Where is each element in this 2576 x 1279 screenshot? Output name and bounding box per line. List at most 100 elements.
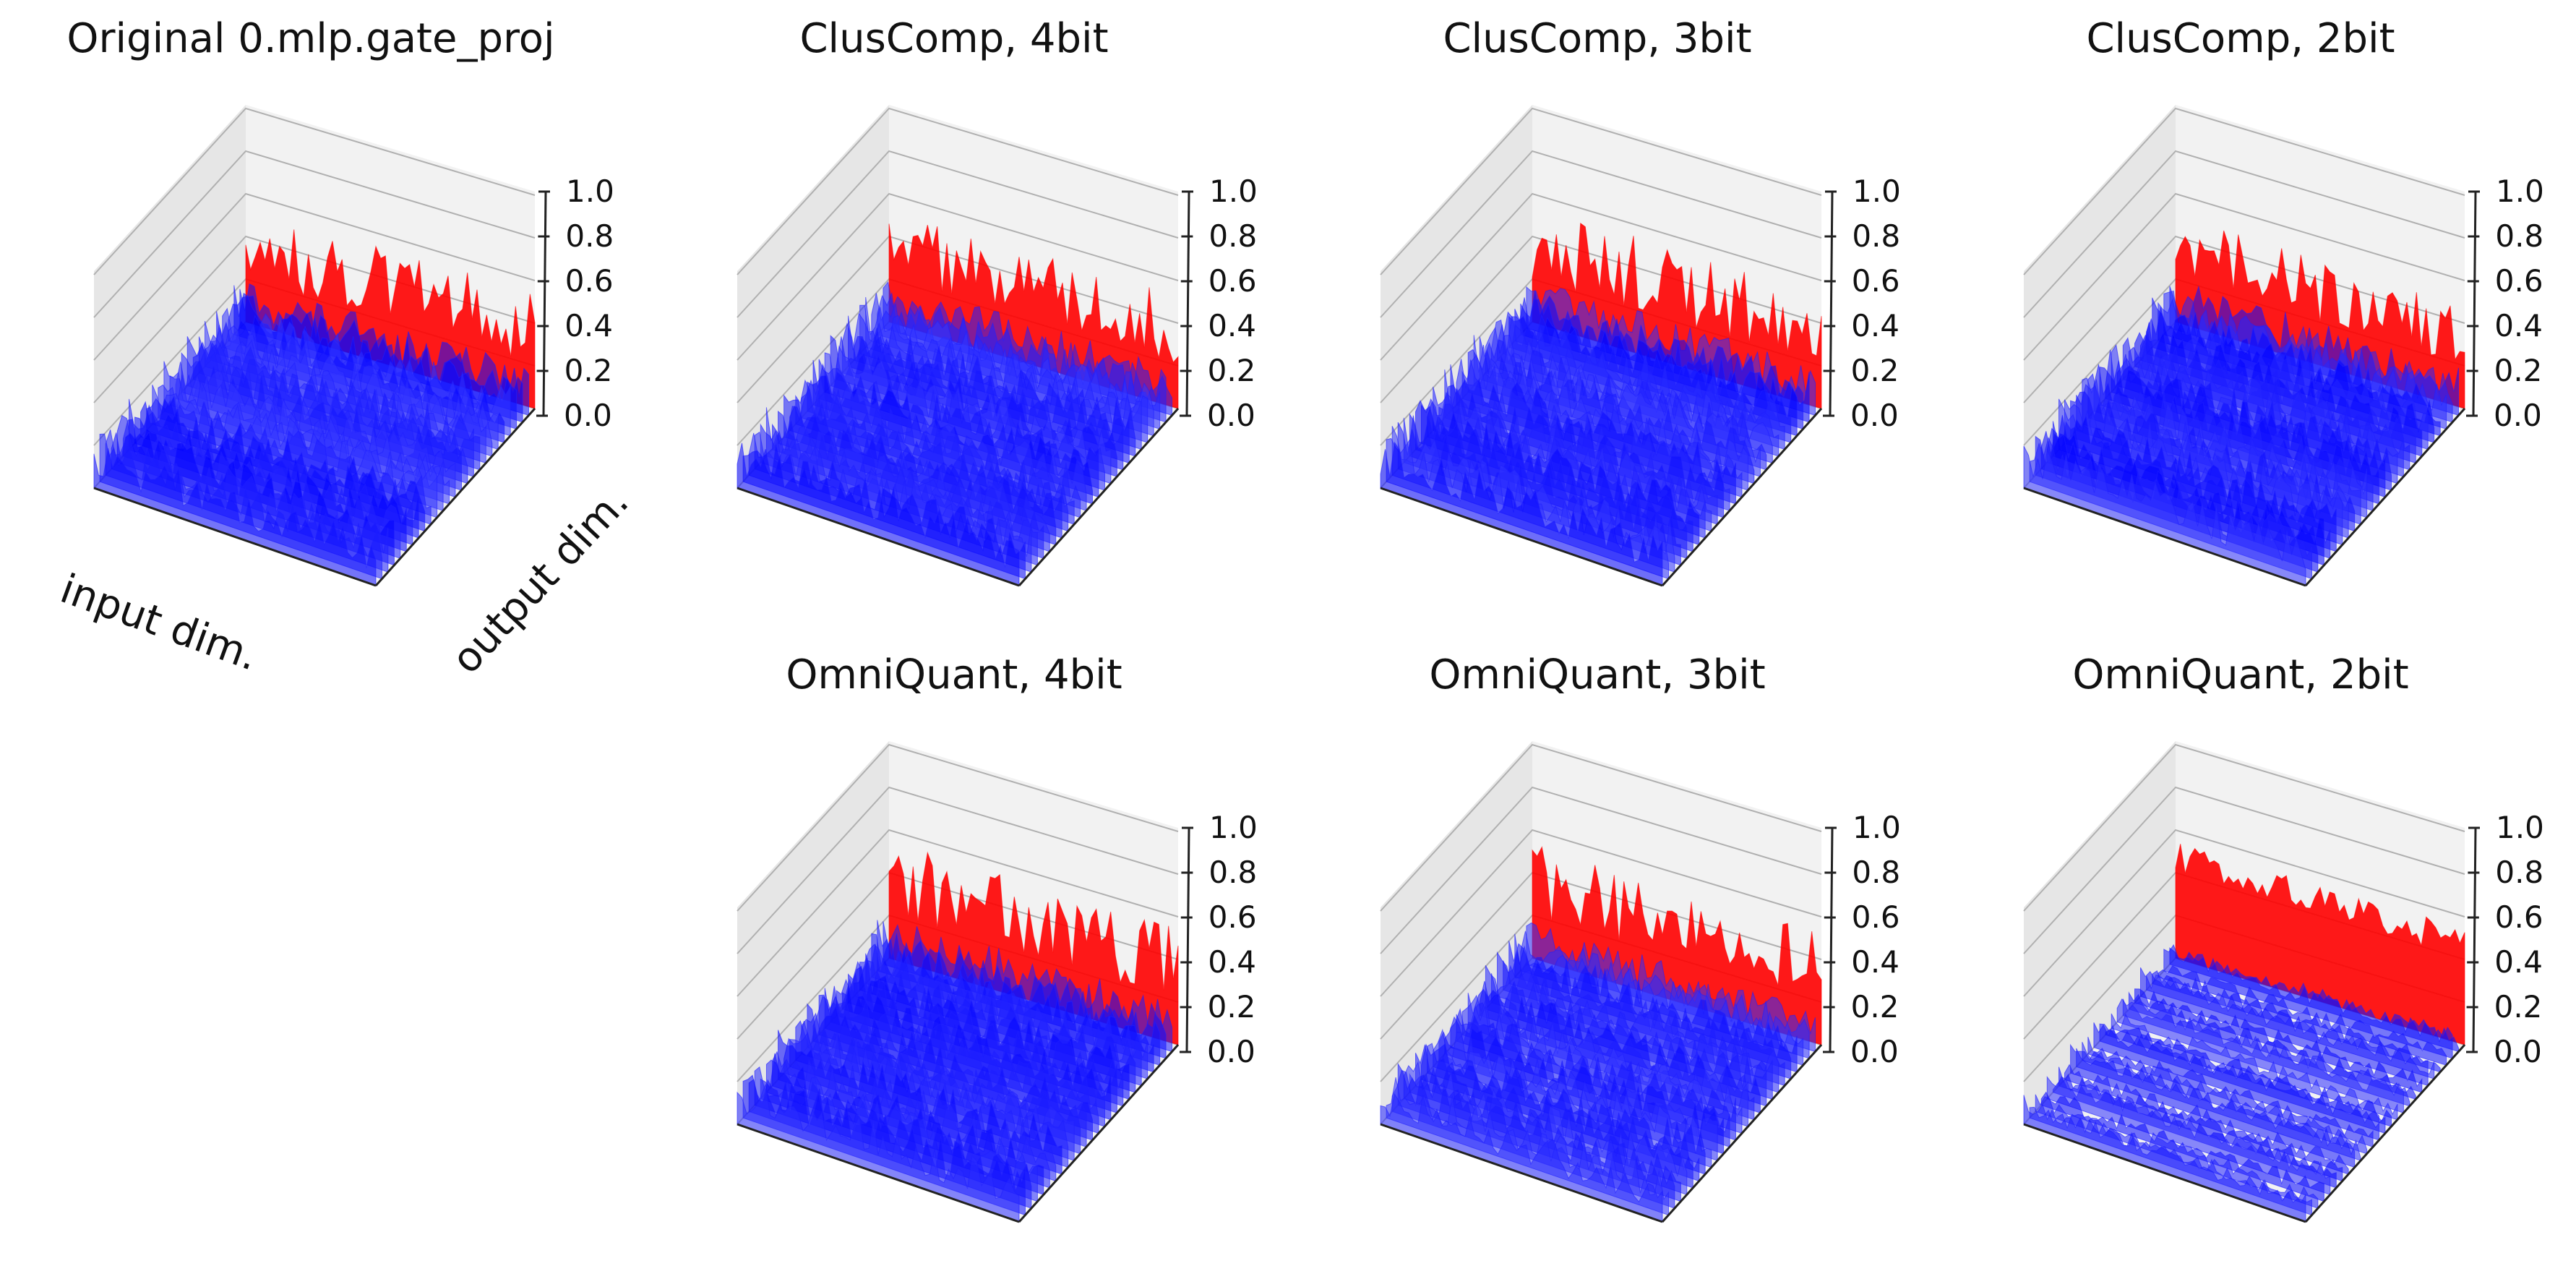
z-tick-label: 0.8 [1208, 218, 1257, 254]
subplot-2: 0.0 0.2 0.4 0.6 0.8 1.0 ClusComp, 4bit [737, 15, 1258, 587]
gridline [1380, 107, 1822, 275]
z-tick-label: 0.2 [564, 353, 613, 388]
surface-row [2093, 1022, 2379, 1141]
z-tick-label: 0.0 [1850, 1034, 1899, 1069]
gridline [2023, 786, 2465, 954]
z-tick-label: 0.8 [565, 218, 614, 254]
surface-row [1380, 441, 1663, 586]
gridline [737, 107, 1179, 275]
z-tick-label: 0.0 [2494, 398, 2542, 433]
z-tick-label: 0.8 [1208, 855, 1257, 890]
x-axis-line [1380, 1123, 1663, 1223]
subplot-title: OmniQuant, 3bit [1429, 651, 1765, 698]
z-tick-label: 0.0 [1207, 398, 1255, 433]
z-tick-label: 0.2 [2494, 989, 2543, 1025]
subplot-4: 0.0 0.2 0.4 0.6 0.8 1.0 ClusComp, 2bit [2023, 15, 2544, 587]
surface-row [737, 442, 1020, 586]
surface-row [1380, 1092, 1663, 1223]
z-tick-label: 0.6 [1208, 899, 1257, 935]
z-tick-label: 0.2 [1851, 353, 1899, 388]
z-tick-label: 0.0 [2494, 1034, 2542, 1069]
y-axis-line [1018, 407, 1180, 587]
subplot-1: 0.0 0.2 0.4 0.6 0.8 1.0 Original 0.mlp.gate_pr… [54, 15, 637, 683]
z-tick-label: 1.0 [2496, 810, 2544, 845]
z-tick-label: 0.4 [1208, 944, 1256, 980]
gridline [1380, 192, 1822, 361]
gridline [93, 192, 536, 361]
subplot-5: 0.0 0.2 0.4 0.6 0.8 1.0 OmniQuant, 4bit [737, 651, 1258, 1223]
gridline [2023, 192, 2465, 361]
z-tick-label: 1.0 [1209, 174, 1258, 209]
gridline [2023, 829, 2465, 997]
gridline [93, 235, 536, 403]
subplot-6: 0.0 0.2 0.4 0.6 0.8 1.0 OmniQuant, 3bit [1380, 651, 1901, 1223]
subplot-title: ClusComp, 3bit [1443, 15, 1751, 62]
z-tick-label: 1.0 [1209, 810, 1258, 845]
surface [2023, 230, 2465, 586]
z-tick-label: 0.4 [1208, 308, 1256, 343]
z-axis-line [2472, 827, 2477, 1053]
z-axis-line [1829, 191, 1834, 416]
x-axis-line [1380, 487, 1663, 587]
x-axis-line [737, 1123, 1020, 1223]
z-tick-label: 0.4 [1851, 944, 1899, 980]
gridline [2023, 235, 2465, 403]
surface-row [93, 448, 377, 586]
surface [737, 223, 1179, 586]
y-axis-line [1661, 407, 1823, 587]
surface [737, 851, 1179, 1223]
z-tick-label: 0.6 [1852, 899, 1900, 935]
gridline [737, 829, 1179, 997]
z-tick-label: 0.6 [2495, 899, 2543, 935]
surface-row [2023, 1095, 2306, 1223]
gridline [2023, 743, 2465, 912]
y-axis-line [1661, 1043, 1823, 1223]
z-tick-label: 0.6 [2495, 263, 2543, 299]
surface-row [2116, 998, 2404, 1113]
z-tick-label: 0.8 [2495, 218, 2543, 254]
left-pane [737, 105, 889, 488]
left-pane [2024, 741, 2176, 1124]
z-tick-label: 0.4 [1851, 308, 1899, 343]
subplot-7: 0.0 0.2 0.4 0.6 0.8 1.0 OmniQuant, 2bit [2023, 651, 2544, 1223]
z-tick-label: 0.4 [564, 308, 613, 343]
z-tick-label: 0.4 [2494, 308, 2543, 343]
gridline [93, 107, 536, 275]
z-tick-label: 1.0 [1852, 174, 1901, 209]
x-axis-label: input dim. [54, 565, 264, 680]
subplot-3: 0.0 0.2 0.4 0.6 0.8 1.0 ClusComp, 3bit [1380, 15, 1901, 587]
surface-row [2023, 445, 2306, 586]
left-pane [1381, 741, 1532, 1124]
subplot-title: ClusComp, 4bit [799, 15, 1108, 62]
z-tick-label: 0.2 [1851, 989, 1899, 1025]
gridline [737, 786, 1179, 954]
gridline [737, 743, 1179, 912]
z-tick-label: 0.0 [564, 398, 612, 433]
z-tick-label: 1.0 [566, 174, 614, 209]
gridline [2023, 150, 2465, 318]
y-axis-line [1018, 1043, 1180, 1223]
surface-row [2163, 944, 2453, 1059]
y-axis-line [374, 407, 536, 587]
z-tick-label: 0.4 [2494, 944, 2543, 980]
y-axis-label: output dim. [443, 479, 638, 683]
gridline [2023, 107, 2465, 275]
surface-peak-row [2175, 844, 2465, 1045]
subplot-title: OmniQuant, 2bit [2072, 651, 2408, 698]
z-tick-label: 0.8 [1852, 218, 1900, 254]
z-tick-label: 0.0 [1850, 398, 1899, 433]
z-tick-label: 0.0 [1207, 1034, 1255, 1069]
z-tick-label: 0.8 [1852, 855, 1900, 890]
z-axis-line [1829, 827, 1834, 1053]
z-axis-line [1185, 191, 1190, 416]
surface-row [2140, 967, 2429, 1087]
x-axis-line [737, 487, 1020, 587]
z-tick-label: 0.8 [2495, 855, 2543, 890]
surface [1380, 222, 1822, 586]
gridline [1380, 150, 1822, 318]
gridline [737, 192, 1179, 361]
y-axis-line [2304, 1043, 2466, 1223]
z-tick-label: 0.2 [1208, 989, 1256, 1025]
surface-peak-row [888, 851, 1179, 1045]
